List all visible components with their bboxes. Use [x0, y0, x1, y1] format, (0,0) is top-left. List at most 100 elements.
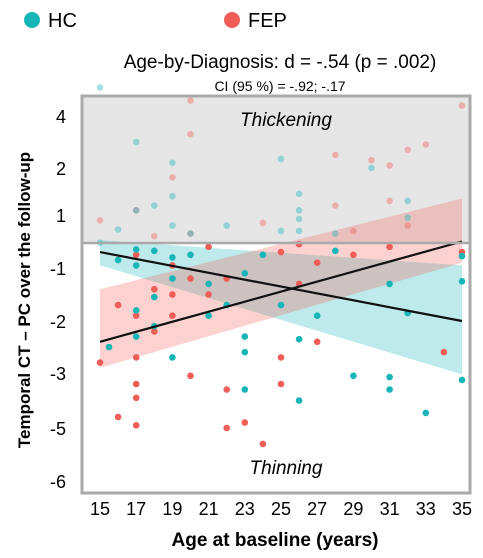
fep-point	[332, 151, 339, 159]
legend: HC FEP	[24, 10, 287, 32]
legend-hc-marker	[24, 12, 40, 28]
thinning-label: Thinning	[250, 458, 323, 479]
fep-point	[277, 248, 285, 256]
fep-point	[241, 419, 249, 426]
hc-point	[169, 275, 176, 282]
hc-point	[386, 386, 393, 393]
hc-point	[241, 270, 249, 277]
fep-point	[169, 291, 176, 298]
y-tick-label: -5	[50, 419, 66, 439]
fep-point	[132, 394, 140, 402]
fep-point	[169, 174, 176, 181]
hc-point	[241, 333, 249, 340]
hc-fit-line	[99, 251, 463, 323]
hc-point	[169, 254, 176, 261]
hc-point	[350, 372, 357, 380]
hc-point	[151, 247, 158, 255]
fep-point	[386, 162, 393, 169]
hc-point	[259, 251, 267, 259]
fep-point	[259, 219, 267, 227]
hc-point	[205, 280, 212, 288]
x-tick-label: 31	[380, 499, 400, 519]
x-tick-label: 29	[343, 499, 363, 519]
hc-point	[458, 252, 466, 260]
x-axis-ticks: 15 17 19 21 23 25 27 29 31 33 35	[90, 499, 472, 519]
fep-point	[96, 359, 104, 366]
hc-point	[205, 312, 212, 320]
fep-point	[277, 354, 285, 361]
fep-point	[187, 130, 194, 138]
hc-point	[151, 202, 158, 209]
fep-point	[114, 301, 122, 309]
y-tick-label: -2	[50, 312, 66, 332]
x-tick-label: 27	[307, 499, 327, 519]
fep-point	[187, 230, 194, 237]
x-tick-label: 21	[199, 499, 219, 519]
hc-point	[169, 354, 176, 361]
hc-point	[132, 262, 140, 269]
fep-point	[151, 328, 158, 335]
y-axis-label: Temporal CT – PC over the follow-up	[15, 152, 34, 448]
hc-point	[132, 138, 140, 146]
fep-point	[350, 227, 357, 235]
hc-point	[332, 247, 339, 255]
fep-point	[132, 380, 140, 388]
hc-point	[151, 293, 158, 301]
fep-point	[350, 251, 357, 259]
x-tick-label: 33	[416, 499, 436, 519]
hc-point	[458, 376, 466, 384]
hc-point	[295, 207, 303, 214]
hc-point	[277, 227, 285, 235]
hc-point	[295, 215, 303, 223]
legend-hc-label: HC	[48, 10, 77, 32]
y-tick-label: -1	[50, 259, 66, 279]
fep-point	[151, 232, 158, 240]
fep-point	[259, 440, 267, 448]
plot-frame	[80, 94, 472, 495]
fep-point	[187, 97, 194, 104]
fep-point	[404, 146, 412, 154]
fep-point	[169, 312, 176, 320]
hc-point	[277, 301, 285, 309]
hc-point	[105, 343, 113, 351]
fep-point	[132, 422, 140, 429]
hc-point	[169, 192, 176, 200]
x-tick-label: 19	[162, 499, 182, 519]
fep-point	[114, 413, 122, 421]
fep-point	[132, 354, 140, 361]
hc-point	[132, 207, 140, 214]
hc-point	[169, 222, 176, 229]
thickening-label: Thickening	[240, 110, 332, 131]
hc-point	[332, 230, 339, 237]
fep-point	[151, 285, 158, 293]
y-tick-label: -3	[50, 364, 66, 384]
fep-point	[205, 291, 212, 298]
y-tick-label: 2	[56, 159, 66, 179]
hc-point	[114, 256, 122, 264]
hc-point	[187, 230, 194, 237]
fep-point	[368, 156, 375, 164]
fep-point	[386, 197, 393, 205]
fep-point	[277, 380, 285, 388]
fep-point	[187, 372, 194, 380]
hc-point	[386, 280, 393, 288]
hc-point	[404, 197, 412, 205]
hc-point	[132, 307, 140, 314]
chart-subtitle: CI (95 %) = -.92; -.17	[214, 78, 345, 94]
x-tick-label: 25	[271, 499, 291, 519]
hc-point	[313, 312, 321, 320]
fep-point	[132, 251, 140, 259]
chart-title: Age-by-Diagnosis: d = -.54 (p = .002)	[124, 52, 437, 73]
hc-point	[223, 222, 230, 229]
hc-point	[422, 409, 430, 417]
hc-point	[187, 251, 194, 259]
fep-point	[187, 275, 194, 282]
hc-point	[132, 246, 140, 253]
hc-point	[368, 164, 375, 172]
hc-point	[114, 226, 122, 233]
x-tick-label: 15	[90, 499, 110, 519]
x-axis-label: Age at baseline (years)	[172, 530, 379, 551]
fep-ci-band	[100, 198, 462, 368]
